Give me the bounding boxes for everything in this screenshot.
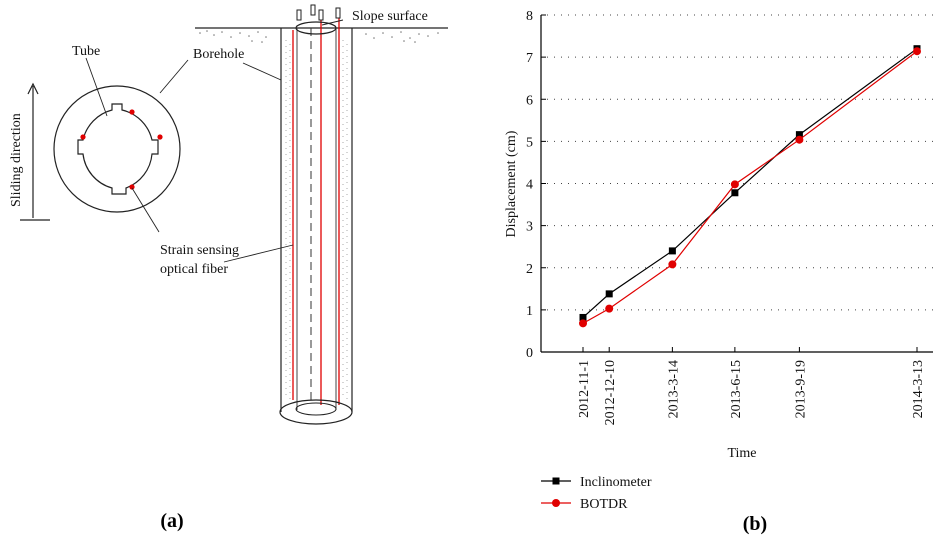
y-tick-label: 4 bbox=[526, 178, 533, 193]
x-tick-label: 2013-3-14 bbox=[666, 360, 681, 418]
data-point bbox=[605, 290, 613, 298]
data-point bbox=[730, 180, 739, 189]
fiber-label-line2: optical fiber bbox=[160, 262, 228, 277]
borehole-label: Borehole bbox=[193, 47, 244, 62]
data-point bbox=[795, 131, 803, 139]
legend-label: Inclinometer bbox=[580, 475, 652, 490]
y-tick-label: 1 bbox=[526, 304, 533, 319]
chart-axes bbox=[540, 14, 933, 353]
fiber-leader-right bbox=[223, 244, 294, 263]
panel-b-caption: (b) bbox=[743, 513, 767, 535]
chart-series bbox=[579, 45, 921, 328]
x-tick-label: 2013-6-15 bbox=[729, 360, 744, 418]
legend-marker bbox=[552, 499, 560, 507]
tube-top-ellipse bbox=[295, 21, 337, 35]
borehole-bottom-ellipse bbox=[279, 399, 353, 425]
y-tick-label: 3 bbox=[526, 220, 533, 235]
tube-bottom-ellipse bbox=[295, 402, 337, 416]
x-tick-label: 2012-12-10 bbox=[603, 360, 618, 425]
data-point bbox=[579, 313, 587, 321]
y-tick-label: 5 bbox=[526, 135, 533, 150]
data-point bbox=[668, 260, 677, 269]
sliding-direction-label: Sliding direction bbox=[9, 113, 24, 207]
x-tick-label: 2014-3-13 bbox=[911, 360, 926, 418]
data-point bbox=[795, 135, 804, 144]
tube-leader bbox=[85, 57, 108, 117]
data-point bbox=[579, 319, 587, 328]
fiber-label-line1: Strain sensing bbox=[160, 243, 239, 258]
x-axis-label: Time bbox=[727, 446, 756, 461]
fiber-leader-left bbox=[131, 187, 160, 233]
borehole-leader-left bbox=[159, 59, 189, 94]
data-point bbox=[668, 247, 676, 255]
data-point bbox=[731, 189, 739, 197]
tube-label: Tube bbox=[72, 44, 100, 59]
data-point bbox=[605, 304, 614, 313]
slope-surface-label: Slope surface bbox=[352, 9, 428, 24]
legend-label: BOTDR bbox=[580, 497, 628, 512]
y-tick-label: 8 bbox=[526, 9, 533, 24]
y-axis-label: Displacement (cm) bbox=[504, 130, 519, 237]
y-tick-label: 0 bbox=[526, 346, 533, 361]
legend-marker bbox=[552, 477, 560, 485]
borehole-cross-section bbox=[53, 85, 181, 213]
panel-a: Tube Borehole Slope surface Sliding dire… bbox=[9, 4, 448, 532]
sliding-arrow-head bbox=[27, 82, 39, 95]
slope-leader bbox=[321, 19, 344, 26]
ground-texture bbox=[199, 30, 439, 43]
chart-grid bbox=[547, 14, 933, 311]
x-tick-label: 2013-9-19 bbox=[793, 360, 808, 418]
y-tick-labels: 0 1 2 3 4 5 6 7 8 bbox=[526, 9, 533, 361]
x-tick-label: 2012-11-1 bbox=[577, 360, 592, 418]
borehole-leader-right bbox=[242, 62, 282, 81]
panel-a-caption: (a) bbox=[160, 510, 183, 532]
borehole-fill-dots bbox=[285, 40, 348, 400]
x-tick-labels: 2012-11-1 2012-12-10 2013-3-14 2013-6-15 201… bbox=[577, 360, 926, 425]
fiber-connectors bbox=[296, 4, 341, 21]
series-line-botdr bbox=[582, 50, 918, 324]
chart-legend: Inclinometer BOTDR bbox=[541, 475, 652, 512]
data-point bbox=[913, 47, 921, 56]
y-tick-label: 2 bbox=[526, 262, 533, 277]
y-tick-label: 6 bbox=[526, 93, 533, 108]
series-line-inclinometer bbox=[582, 48, 918, 318]
fiber-cross-section-dots bbox=[80, 109, 163, 190]
y-tick-label: 7 bbox=[526, 51, 533, 66]
tube-cross-section bbox=[77, 103, 159, 195]
